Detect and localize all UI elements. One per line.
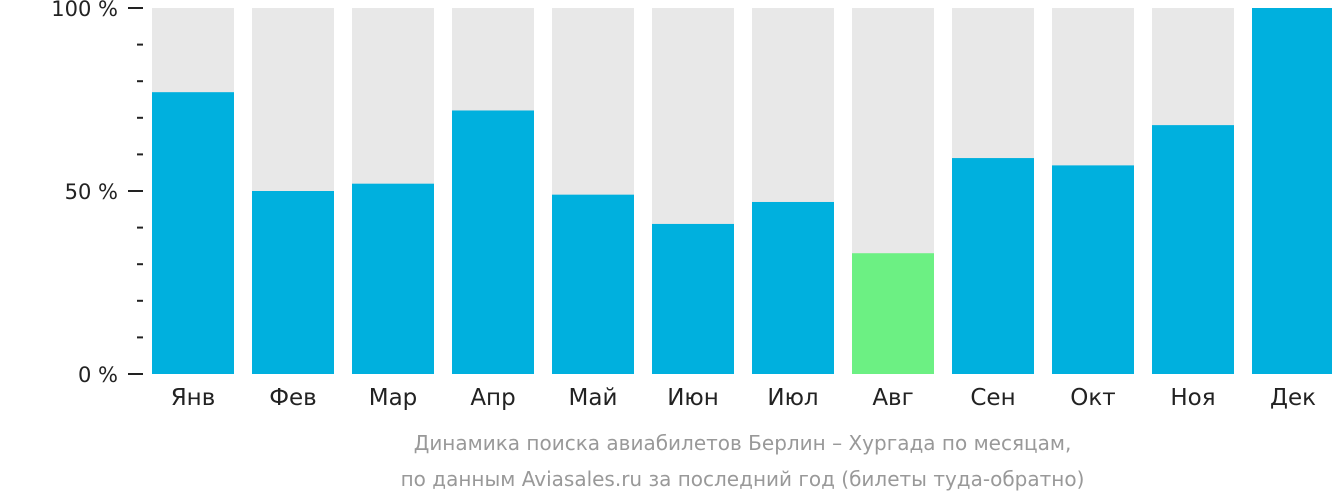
y-tick-label: 0 % xyxy=(78,363,118,387)
x-tick-label: Мар xyxy=(369,385,418,411)
y-tick-label: 50 % xyxy=(65,180,118,204)
y-tick-label: 100 % xyxy=(51,0,118,21)
bar-2 xyxy=(252,191,334,374)
x-tick-label: Май xyxy=(569,385,618,411)
x-tick-label: Июн xyxy=(667,385,719,411)
x-tick-label: Окт xyxy=(1070,385,1115,411)
bar-7 xyxy=(752,201,834,374)
chart-caption-line-1: Динамика поиска авиабилетов Берлин – Хур… xyxy=(413,431,1072,455)
bar-12 xyxy=(1252,8,1332,374)
x-tick-label: Сен xyxy=(970,385,1015,411)
bar-1 xyxy=(152,92,234,375)
x-tick-label: Фев xyxy=(269,385,317,411)
bar-4 xyxy=(452,110,534,374)
x-tick-label: Дек xyxy=(1270,385,1316,411)
x-tick-label: Апр xyxy=(470,385,515,411)
x-tick-label: Ноя xyxy=(1170,385,1215,411)
x-tick-label: Авг xyxy=(872,385,913,411)
bar-8 xyxy=(852,253,934,374)
bars xyxy=(152,8,1332,375)
x-tick-label: Янв xyxy=(171,385,216,411)
bar-11 xyxy=(1152,125,1234,375)
x-axis-labels: Янв Фев Мар Апр Май Июн Июл Авг Сен Окт Ноя Дек xyxy=(171,385,1316,411)
bar-5 xyxy=(552,194,634,374)
x-tick-label: Июл xyxy=(767,385,818,411)
bar-6 xyxy=(652,223,734,374)
bar-10 xyxy=(1052,165,1134,374)
bar-3 xyxy=(352,183,434,374)
bar-9 xyxy=(952,158,1034,374)
chart-caption-line-2: по данным Aviasales.ru за последний год … xyxy=(400,467,1085,491)
y-axis: 0 % 50 % 100 % xyxy=(51,0,143,387)
bar-chart: 0 % 50 % 100 % Янв Фев Мар Апр Май Июн Июл Авг Сен… xyxy=(51,0,1332,411)
